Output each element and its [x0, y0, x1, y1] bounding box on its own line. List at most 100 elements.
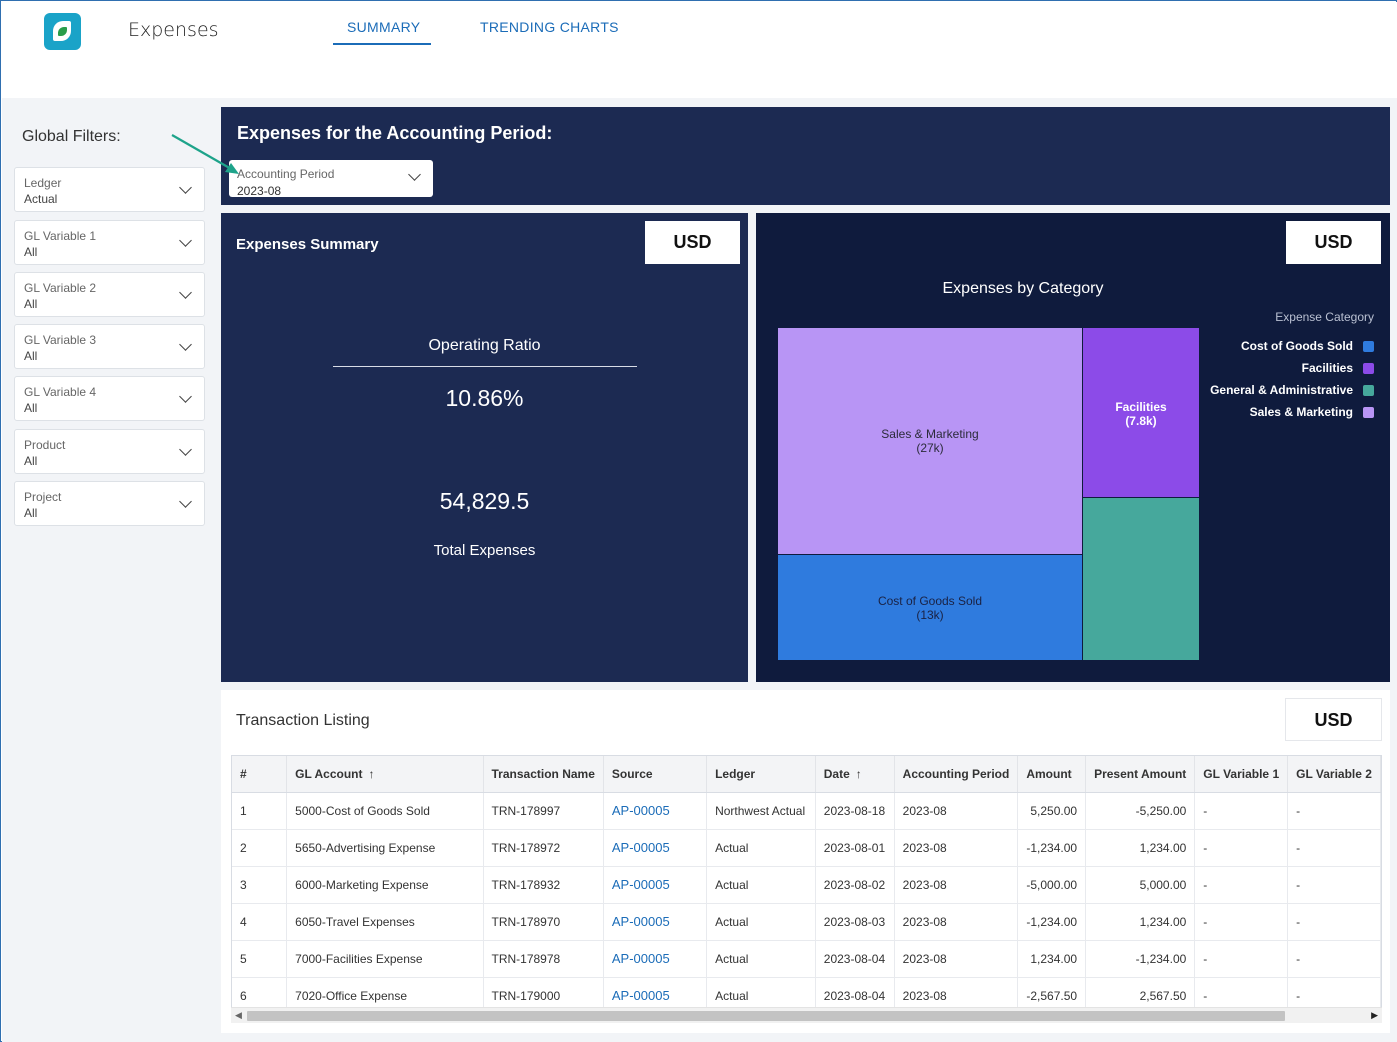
legend-item[interactable]: Facilities	[1204, 357, 1374, 379]
filter-ledger[interactable]: Ledger Actual	[14, 167, 205, 212]
filter-value: Actual	[24, 192, 58, 206]
table-cell: 6000-Marketing Expense	[286, 866, 484, 904]
column-header[interactable]: GL Variable 2	[1287, 756, 1381, 793]
table-cell: -	[1287, 903, 1381, 941]
sort-ascending-icon: ↑	[368, 766, 375, 781]
tile-value: (13k)	[916, 607, 944, 622]
source-link[interactable]: AP-00005	[603, 829, 708, 867]
table-row[interactable]: 3 6000-Marketing Expense TRN-178932 AP-0000…	[232, 866, 1381, 904]
chevron-down-icon	[179, 286, 192, 299]
filter-gl-variable-4[interactable]: GL Variable 4 All	[14, 376, 205, 421]
currency-button[interactable]: USD	[1285, 698, 1382, 741]
currency-button[interactable]: USD	[645, 221, 740, 264]
table-cell: 2023-08	[894, 940, 1019, 978]
filter-value: All	[24, 349, 38, 363]
table-cell: 5650-Advertising Expense	[286, 829, 484, 867]
table-cell: -1,234.00	[1017, 903, 1087, 941]
table-cell: -	[1194, 903, 1289, 941]
filter-gl-variable-1[interactable]: GL Variable 1 All	[14, 220, 205, 265]
tile-value: (27k)	[916, 441, 944, 455]
table-cell: 2023-08	[894, 903, 1019, 941]
filter-gl-variable-3[interactable]: GL Variable 3 All	[14, 324, 205, 369]
table-cell: Northwest Actual	[706, 792, 816, 830]
table-row[interactable]: 4 6050-Travel Expenses TRN-178970 AP-00005 A…	[232, 903, 1381, 941]
currency-button[interactable]: USD	[1286, 221, 1381, 264]
legend-item[interactable]: General & Administrative	[1204, 379, 1374, 401]
source-link[interactable]: AP-00005	[603, 866, 708, 904]
table-cell: -1,234.00	[1017, 829, 1087, 867]
table-cell: TRN-178932	[483, 866, 604, 904]
horizontal-scrollbar[interactable]: ◀ ▶	[231, 1007, 1382, 1023]
table-row[interactable]: 1 5000-Cost of Goods Sold TRN-178997 AP-000…	[232, 792, 1381, 830]
global-filters-sidebar: Global Filters: Ledger Actual GL Variabl…	[2, 98, 213, 1042]
chevron-down-icon	[179, 390, 192, 403]
transaction-table-container[interactable]: # GL Account ↑ Transaction Name Source Le…	[231, 755, 1382, 1023]
legend-item[interactable]: Sales & Marketing	[1204, 401, 1374, 423]
column-header[interactable]: #	[232, 756, 288, 793]
table-row[interactable]: 5 7000-Facilities Expense TRN-178978 AP-000…	[232, 940, 1381, 978]
table-cell: -5,250.00	[1085, 792, 1196, 830]
table-cell: TRN-178978	[483, 940, 604, 978]
legend-swatch	[1363, 406, 1374, 418]
scroll-right-icon[interactable]: ▶	[1371, 1010, 1378, 1020]
accounting-period-select[interactable]: Accounting Period 2023-08	[229, 160, 433, 198]
column-header[interactable]: Source	[603, 756, 708, 793]
column-header[interactable]: Amount	[1017, 756, 1087, 793]
table-row[interactable]: 2 5650-Advertising Expense TRN-178972 AP-00…	[232, 829, 1381, 867]
filter-value: All	[24, 297, 38, 311]
legend-label: Cost of Goods Sold	[1241, 339, 1353, 353]
table-cell: 2023-08	[894, 829, 1019, 867]
source-link[interactable]: AP-00005	[603, 903, 708, 941]
filter-value: All	[24, 506, 38, 520]
filter-gl-variable-2[interactable]: GL Variable 2 All	[14, 272, 205, 317]
table-cell: -	[1287, 829, 1381, 867]
chart-title: Expenses by Category	[942, 280, 1104, 297]
filter-label: Product	[24, 438, 66, 452]
legend-swatch	[1363, 340, 1374, 352]
active-tab-indicator	[333, 43, 431, 45]
treemap-tile-sales-marketing[interactable]: Sales & Marketing (27k)	[777, 327, 1083, 555]
table-cell: 1,234.00	[1085, 903, 1196, 941]
column-header[interactable]: Ledger	[706, 756, 816, 793]
scrollbar-thumb[interactable]	[247, 1011, 1285, 1021]
table-cell: TRN-178997	[483, 792, 604, 830]
source-link[interactable]: AP-00005	[603, 792, 708, 830]
column-header-gl-account[interactable]: GL Account ↑	[286, 756, 484, 793]
table-cell: -	[1287, 792, 1381, 830]
table-cell: 7000-Facilities Expense	[286, 940, 484, 978]
treemap-tile-cost-of-goods-sold[interactable]: Cost of Goods Sold (13k)	[777, 554, 1083, 661]
column-header[interactable]: Present Amount	[1085, 756, 1196, 793]
tile-name: Sales & Marketing	[881, 427, 979, 441]
period-panel-title: Expenses for the Accounting Period:	[237, 123, 553, 143]
column-header[interactable]: Accounting Period	[894, 756, 1019, 793]
table-cell: 2023-08-04	[815, 940, 895, 978]
filter-value: All	[24, 245, 38, 259]
legend-item[interactable]: Cost of Goods Sold	[1204, 335, 1374, 357]
treemap-tile-facilities[interactable]: Facilities (7.8k)	[1082, 327, 1200, 498]
transaction-listing-panel: Transaction Listing USD # GL Account ↑ Tr…	[221, 690, 1390, 1033]
filter-product[interactable]: Product All	[14, 429, 205, 474]
filter-label: GL Variable 3	[24, 333, 97, 347]
chevron-down-icon	[408, 168, 421, 181]
column-header[interactable]: GL Variable 1	[1194, 756, 1289, 793]
category-treemap: Sales & Marketing (27k) Facilities (7.8k…	[777, 327, 1200, 661]
expenses-summary-title: Expenses Summary	[236, 236, 379, 253]
transaction-listing-title: Transaction Listing	[236, 712, 370, 729]
column-header-date[interactable]: Date ↑	[815, 756, 895, 793]
tile-name: Facilities	[1115, 400, 1167, 414]
sort-ascending-icon: ↑	[855, 766, 862, 781]
table-cell: 5	[232, 940, 288, 978]
table-cell: 1,234.00	[1085, 829, 1196, 867]
column-header[interactable]: Transaction Name	[483, 756, 604, 793]
tab-trending-charts[interactable]: TRENDING CHARTS	[480, 19, 619, 35]
filter-label: Project	[24, 490, 62, 504]
app-logo-icon	[44, 13, 81, 50]
table-cell: 2023-08-18	[815, 792, 895, 830]
source-link[interactable]: AP-00005	[603, 940, 708, 978]
table-cell: Actual	[706, 829, 816, 867]
table-header-row: # GL Account ↑ Transaction Name Source Le…	[232, 756, 1381, 793]
tab-summary[interactable]: SUMMARY	[347, 19, 421, 35]
filter-project[interactable]: Project All	[14, 481, 205, 526]
treemap-tile-general-administrative[interactable]	[1082, 497, 1200, 661]
scroll-left-icon[interactable]: ◀	[235, 1010, 242, 1020]
